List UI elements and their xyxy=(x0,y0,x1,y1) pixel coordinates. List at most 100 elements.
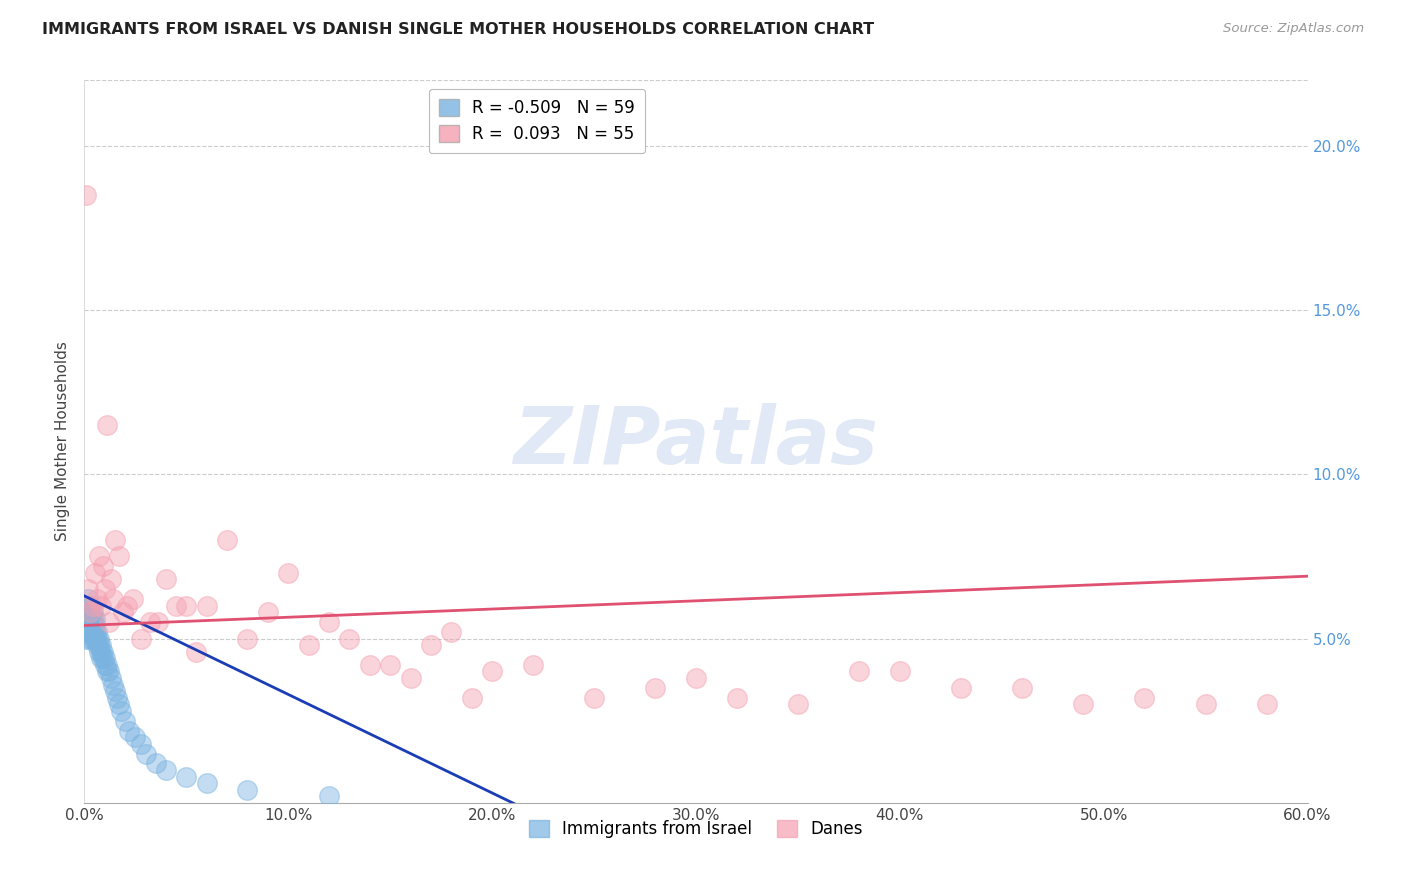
Point xyxy=(186,645,208,659)
Point xyxy=(79,618,101,632)
Point xyxy=(108,549,131,564)
Point xyxy=(77,582,100,597)
Point xyxy=(124,730,146,744)
Point xyxy=(848,665,870,679)
Point xyxy=(87,645,110,659)
Point xyxy=(90,645,112,659)
Point xyxy=(146,615,169,630)
Point xyxy=(277,566,299,580)
Point xyxy=(1256,698,1278,712)
Point xyxy=(105,690,128,705)
Point xyxy=(115,599,138,613)
Point xyxy=(685,671,707,685)
Point xyxy=(135,747,157,761)
Point xyxy=(93,582,115,597)
Point xyxy=(236,782,259,797)
Point xyxy=(90,599,112,613)
Point xyxy=(77,625,100,640)
Point xyxy=(155,573,177,587)
Point xyxy=(83,632,105,646)
Point xyxy=(461,690,484,705)
Point xyxy=(481,665,503,679)
Point xyxy=(174,599,197,613)
Point xyxy=(77,612,100,626)
Point xyxy=(75,625,97,640)
Text: Source: ZipAtlas.com: Source: ZipAtlas.com xyxy=(1223,22,1364,36)
Point xyxy=(217,533,239,547)
Point xyxy=(131,737,153,751)
Point xyxy=(195,776,218,790)
Point xyxy=(174,770,197,784)
Point xyxy=(77,618,100,632)
Point xyxy=(138,615,160,630)
Point xyxy=(82,599,104,613)
Point xyxy=(86,638,108,652)
Point xyxy=(101,592,124,607)
Point xyxy=(86,625,108,640)
Point xyxy=(75,632,97,646)
Point xyxy=(165,599,187,613)
Point xyxy=(1011,681,1033,695)
Point xyxy=(87,632,110,646)
Point xyxy=(77,599,100,613)
Point xyxy=(131,632,153,646)
Point xyxy=(318,789,340,804)
Point xyxy=(359,657,381,672)
Point xyxy=(96,418,118,433)
Point xyxy=(108,698,131,712)
Point xyxy=(101,677,124,691)
Legend: Immigrants from Israel, Danes: Immigrants from Israel, Danes xyxy=(522,814,870,845)
Point xyxy=(195,599,218,613)
Point xyxy=(91,651,114,665)
Point xyxy=(583,690,606,705)
Point xyxy=(90,651,112,665)
Point xyxy=(122,592,145,607)
Point xyxy=(86,592,108,607)
Text: IMMIGRANTS FROM ISRAEL VS DANISH SINGLE MOTHER HOUSEHOLDS CORRELATION CHART: IMMIGRANTS FROM ISRAEL VS DANISH SINGLE … xyxy=(42,22,875,37)
Point xyxy=(318,615,340,630)
Point xyxy=(79,599,101,613)
Point xyxy=(75,605,97,619)
Point xyxy=(87,638,110,652)
Point xyxy=(83,612,105,626)
Point xyxy=(420,638,443,652)
Point xyxy=(236,632,259,646)
Point xyxy=(257,605,280,619)
Point xyxy=(440,625,463,640)
Point xyxy=(522,657,544,672)
Point xyxy=(110,704,132,718)
Point xyxy=(83,625,105,640)
Point xyxy=(104,684,127,698)
Point xyxy=(96,665,118,679)
Point xyxy=(82,625,104,640)
Point xyxy=(950,681,973,695)
Point xyxy=(82,612,104,626)
Point xyxy=(787,698,810,712)
Point xyxy=(339,632,361,646)
Point xyxy=(86,632,108,646)
Point xyxy=(100,573,122,587)
Point xyxy=(100,671,122,685)
Point xyxy=(83,566,105,580)
Point xyxy=(75,612,97,626)
Point xyxy=(97,615,120,630)
Point xyxy=(118,723,141,738)
Point xyxy=(79,605,101,619)
Point xyxy=(112,605,135,619)
Point xyxy=(1073,698,1095,712)
Point xyxy=(83,618,105,632)
Point xyxy=(79,625,101,640)
Point xyxy=(380,657,402,672)
Point xyxy=(90,638,112,652)
Point xyxy=(82,618,104,632)
Point xyxy=(644,681,666,695)
Point xyxy=(82,605,104,619)
Point xyxy=(1133,690,1156,705)
Point xyxy=(145,756,167,771)
Point xyxy=(82,632,104,646)
Point xyxy=(114,714,136,728)
Point xyxy=(399,671,422,685)
Y-axis label: Single Mother Households: Single Mother Households xyxy=(55,342,70,541)
Point xyxy=(91,645,114,659)
Point xyxy=(97,665,120,679)
